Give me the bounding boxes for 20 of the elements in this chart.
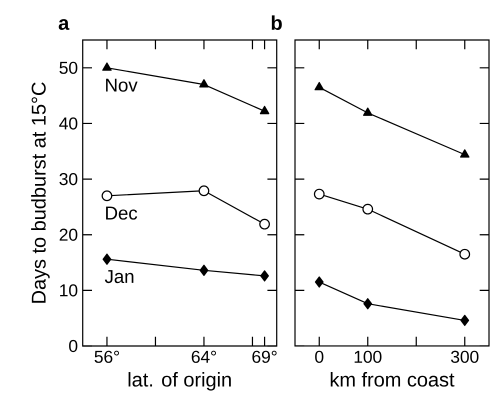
y-tick-label: 0 — [69, 340, 78, 352]
y-tick-label: 30 — [59, 172, 78, 186]
x-tick-label: 56° — [94, 350, 119, 363]
y-tick-label: 40 — [59, 117, 78, 130]
y-tick-label: 10 — [60, 284, 78, 296]
y-tick-label: 50 — [59, 62, 78, 74]
x-tick-label: 64° — [192, 350, 216, 363]
x-tick-label: 100 — [354, 350, 382, 363]
x-tick-label: 69° — [252, 350, 277, 363]
chart-title: b — [272, 15, 282, 30]
y-tick-label: 20 — [60, 228, 78, 241]
x-tick-label: 300 — [451, 350, 478, 363]
series-label: Jan — [104, 270, 134, 284]
x-axis-title: lat. of origin — [128, 372, 231, 391]
series-label: Nov — [106, 78, 138, 92]
chart-title: a — [58, 19, 70, 30]
series-label: Dec — [106, 206, 138, 220]
x-axis-title: km from coast — [330, 372, 454, 387]
y-axis-title: Days to budburst at 15°C — [31, 82, 50, 303]
x-tick-label: 0 — [315, 350, 324, 363]
